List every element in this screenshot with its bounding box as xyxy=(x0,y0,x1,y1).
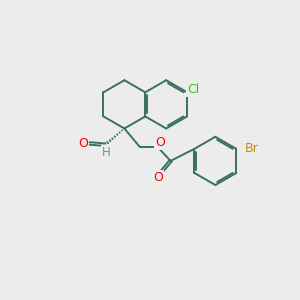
Text: H: H xyxy=(102,146,111,159)
Text: O: O xyxy=(153,172,163,184)
Text: Cl: Cl xyxy=(188,83,200,96)
Text: O: O xyxy=(155,136,165,149)
Text: O: O xyxy=(78,137,88,150)
Text: Br: Br xyxy=(244,142,258,155)
